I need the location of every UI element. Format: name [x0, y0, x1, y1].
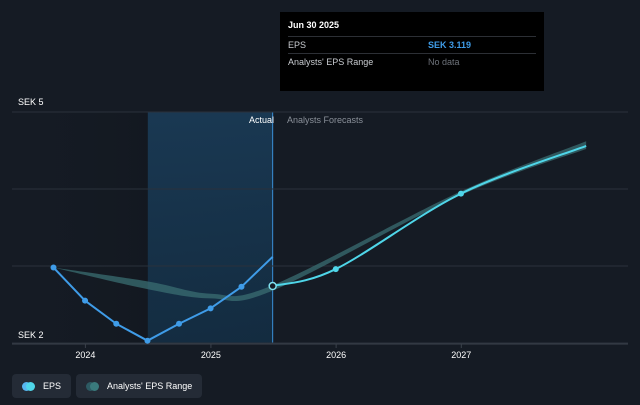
x-tick-label-1: 2025 — [201, 350, 221, 360]
legend-label-range: Analysts' EPS Range — [107, 381, 193, 391]
x-tick-label-2: 2026 — [326, 350, 346, 360]
range-legend-icon — [86, 381, 100, 391]
tooltip-range-value: No data — [428, 57, 460, 67]
eps-legend-icon — [22, 381, 35, 391]
hover-highlight — [147, 112, 273, 343]
actual-eps-point-4 — [176, 320, 183, 327]
actual-eps-point-2 — [113, 320, 120, 327]
tooltip-eps-label: EPS — [288, 40, 307, 50]
tooltip-date: Jun 30 2025 — [288, 20, 340, 30]
tooltip-eps-value: SEK 3.119 — [428, 40, 472, 50]
x-tick-label-3: 2027 — [451, 350, 471, 360]
forecast-eps-point-2 — [457, 190, 464, 197]
section-label-actual: Actual — [249, 115, 274, 125]
forecast-eps-line — [272, 144, 587, 287]
actual-eps-line — [52, 256, 274, 342]
eps-point-current — [268, 281, 277, 291]
tooltip-row-range: Analysts' EPS Range No data — [288, 53, 536, 70]
legend-item-range[interactable]: Analysts' EPS Range — [76, 374, 203, 398]
actual-eps-point-3 — [144, 337, 151, 344]
actual-eps-point-1 — [82, 297, 89, 304]
actual-eps-point-0 — [50, 264, 57, 271]
y-label-bottom: SEK 2 — [18, 330, 44, 340]
y-label-top: SEK 5 — [18, 97, 44, 107]
actual-eps-point-5 — [207, 305, 214, 312]
actual-eps-point-6 — [238, 283, 245, 290]
legend-label-eps: EPS — [43, 381, 62, 391]
tooltip: Jun 30 2025 EPS SEK 3.119 Analysts' EPS … — [280, 12, 544, 91]
x-tick-label-0: 2024 — [75, 350, 95, 360]
forecast-eps-point-1 — [332, 266, 339, 273]
legend: EPS Analysts' EPS Range — [12, 374, 203, 398]
tooltip-range-label: Analysts' EPS Range — [288, 57, 374, 67]
legend-item-eps[interactable]: EPS — [12, 374, 72, 398]
section-label-forecast: Analysts Forecasts — [287, 115, 364, 125]
tooltip-row-eps: EPS SEK 3.119 — [288, 36, 536, 53]
